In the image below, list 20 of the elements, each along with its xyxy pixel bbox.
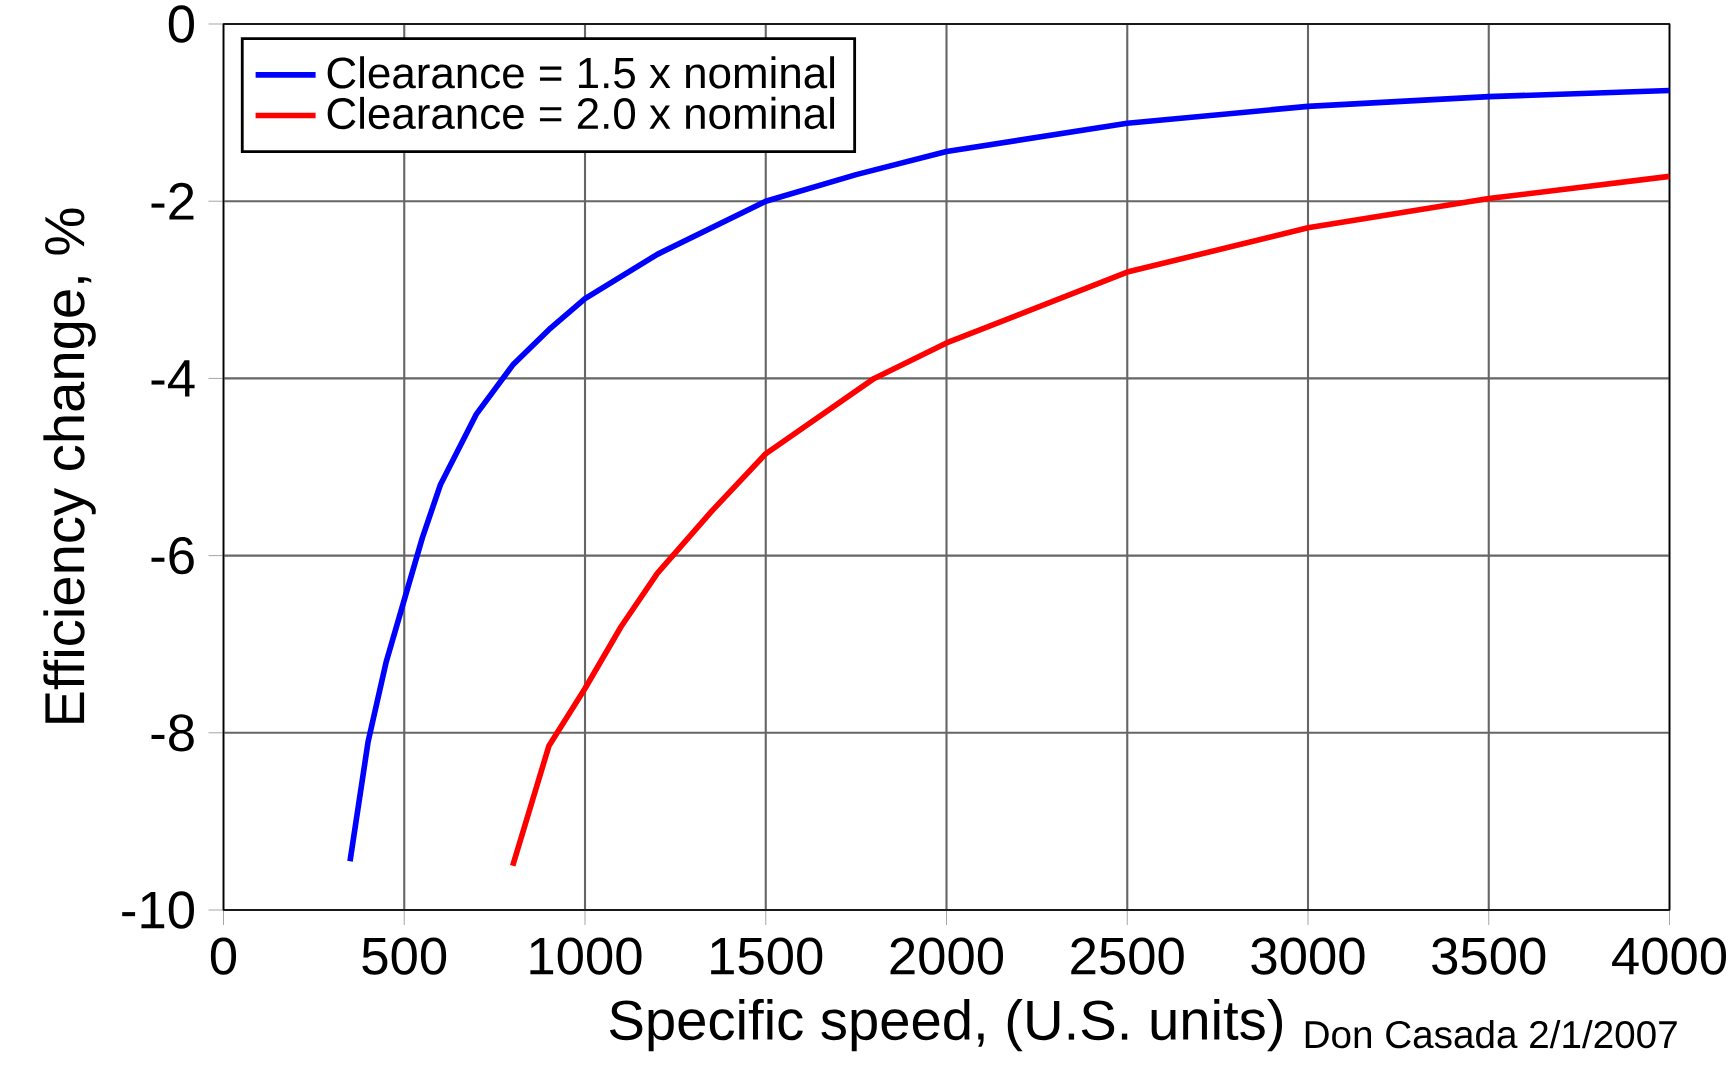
y-axis-title: Efficiency change, % [43,208,96,723]
x-tick-label: 1000 [530,937,642,975]
y-tick-label: -10 [122,891,194,929]
y-tick-label: -4 [151,360,195,397]
y-tick-label: -2 [151,182,194,220]
x-tick-label: 2000 [890,937,1004,975]
y-tick-label: 0 [168,5,194,43]
x-tick-label: 1500 [711,937,823,975]
y-tick-label: -8 [151,714,194,752]
x-axis-title: Specific speed, (U.S. units) [609,998,1283,1052]
x-tick-label: 4000 [1612,937,1727,975]
x-tick-label: 3000 [1251,937,1365,975]
x-tick-label: 2500 [1071,937,1184,975]
text: Don Casada 2/1/2007 [1305,1019,1677,1049]
y-tick-label: -6 [151,536,194,575]
x-tick-label: 0 [210,937,237,975]
x-tick-label: 3500 [1432,937,1546,975]
x-tick-label: 500 [362,937,447,975]
legend-label: Clearance = 1.5 x nominal [327,56,835,89]
legend-label: Clearance = 2.0 x nominal [327,96,835,130]
